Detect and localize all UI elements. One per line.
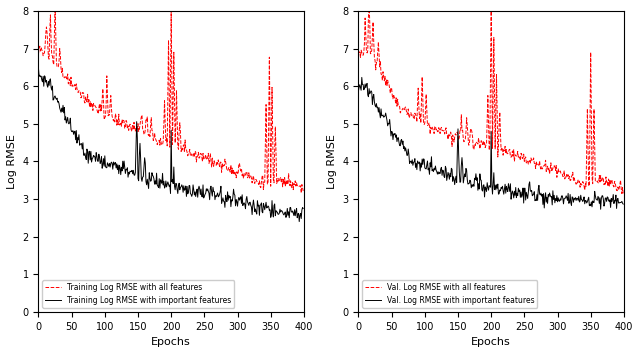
Line: Training Log RMSE with all features: Training Log RMSE with all features	[38, 4, 303, 193]
Line: Training Log RMSE with important features: Training Log RMSE with important feature…	[38, 68, 303, 222]
Training Log RMSE with all features	[67, 75, 75, 79]
Val. Log RMSE with important features	[387, 134, 395, 138]
Val. Log RMSE with all features	[387, 86, 395, 90]
Val. Log RMSE with all features	[442, 128, 449, 132]
X-axis label: Epochs: Epochs	[471, 337, 511, 347]
Training Log RMSE with all features	[228, 171, 236, 176]
Val. Log RMSE with important features	[522, 198, 529, 202]
Val. Log RMSE with all features	[365, 1, 373, 6]
Training Log RMSE with all features	[298, 191, 305, 195]
Training Log RMSE with important features	[201, 192, 209, 196]
Training Log RMSE with all features	[51, 2, 59, 6]
Y-axis label: Log RMSE: Log RMSE	[327, 134, 337, 189]
Training Log RMSE with all features	[227, 170, 234, 174]
Val. Log RMSE with all features	[547, 167, 554, 171]
Val. Log RMSE with all features	[548, 169, 556, 173]
Training Log RMSE with all features	[202, 153, 209, 157]
Training Log RMSE with important features	[296, 219, 303, 224]
Val. Log RMSE with important features	[460, 176, 468, 181]
Val. Log RMSE with important features	[620, 202, 627, 206]
Line: Val. Log RMSE with all features: Val. Log RMSE with all features	[358, 4, 623, 194]
Val. Log RMSE with important features	[548, 194, 556, 199]
Training Log RMSE with important features	[67, 116, 74, 120]
Legend: Val. Log RMSE with all features, Val. Log RMSE with important features: Val. Log RMSE with all features, Val. Lo…	[362, 280, 538, 308]
Val. Log RMSE with important features	[442, 164, 449, 169]
Training Log RMSE with important features	[35, 66, 42, 70]
Training Log RMSE with important features	[226, 196, 234, 200]
Training Log RMSE with important features	[300, 206, 307, 211]
Line: Val. Log RMSE with important features: Val. Log RMSE with important features	[358, 78, 623, 209]
Training Log RMSE with important features	[140, 175, 147, 179]
Val. Log RMSE with all features	[620, 192, 627, 196]
Val. Log RMSE with important features	[547, 193, 554, 198]
Legend: Training Log RMSE with all features, Training Log RMSE with important features: Training Log RMSE with all features, Tra…	[42, 280, 234, 308]
Training Log RMSE with important features	[227, 205, 235, 209]
Val. Log RMSE with all features	[522, 155, 529, 159]
Val. Log RMSE with all features	[355, 49, 362, 53]
Training Log RMSE with all features	[140, 132, 148, 137]
X-axis label: Epochs: Epochs	[151, 337, 191, 347]
Val. Log RMSE with important features	[358, 75, 365, 80]
Y-axis label: Log RMSE: Log RMSE	[7, 134, 17, 189]
Training Log RMSE with all features	[300, 189, 307, 193]
Training Log RMSE with important features	[121, 165, 129, 169]
Val. Log RMSE with all features	[618, 192, 626, 196]
Val. Log RMSE with important features	[597, 207, 605, 211]
Training Log RMSE with all features	[122, 126, 129, 130]
Val. Log RMSE with all features	[460, 139, 468, 144]
Val. Log RMSE with important features	[355, 89, 362, 93]
Training Log RMSE with all features	[35, 52, 42, 56]
